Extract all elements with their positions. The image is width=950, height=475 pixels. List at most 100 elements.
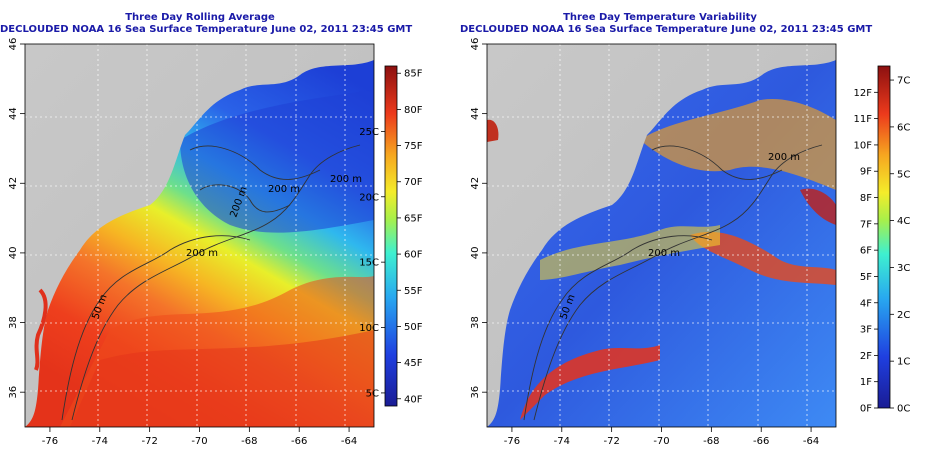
colorbar-tick-label: 65F [404,213,423,224]
hot-band [520,345,660,420]
contour-label: 200 m [768,152,800,163]
colorbar-tick-label: 9F [860,167,872,178]
x-tick-label: -64 [803,436,819,447]
x-tick-label: -70 [191,436,207,447]
panel2-axes: -76 -74 -72 -70 -68 -66 -64 36 38 40 42 44 46 [470,38,819,447]
y-tick-label: 36 [470,386,481,399]
x-tick-label: -66 [753,436,769,447]
panel1-axes: -76 -74 -72 -70 -68 -66 -64 36 38 40 42 44 46 [8,38,357,447]
colorbar-tick-label: 8F [860,193,872,204]
colorbar-tick-label: 40F [404,394,423,405]
y-tick-label: 38 [470,316,481,329]
colorbar-tick-label: 3F [860,325,872,336]
contour-200m [71,144,361,421]
contour-200m-2 [189,145,321,180]
panel2-grid [487,44,836,427]
panel1-title: Three Day Rolling Average [125,12,275,23]
variability-patch [540,225,720,280]
colorbar-tick-label: 4F [860,298,872,309]
variability-patch [640,99,836,190]
land-mass [487,44,836,427]
colorbar-tick-label: 85F [404,69,423,80]
colorbar-tick-label: 75F [404,141,423,152]
colorbar-tick-label: 55F [404,286,423,297]
y-tick-label: 44 [8,107,19,120]
colorbar-tick-label: 4C [897,216,910,227]
colorbar-tick-label: 0F [860,404,872,415]
colorbar-tick-label: 0C [897,404,910,415]
x-tick-label: -76 [42,436,58,447]
colorbar-tick-label: 45F [404,358,423,369]
colorbar-tick-label: 1F [860,377,872,388]
colorbar-tick-label: 5F [860,272,872,283]
y-tick-label: 44 [470,107,481,120]
colorbar-tick-label: 11F [854,114,873,125]
contour-label: 200 m [186,248,218,259]
y-tick-label: 38 [8,316,19,329]
panel2-colorbar [877,65,891,409]
y-tick-label: 40 [470,247,481,260]
x-tick-label: -72 [603,436,619,447]
contour-label: 200 m [330,174,362,185]
x-tick-label: -72 [141,436,157,447]
x-tick-label: -76 [504,436,520,447]
x-tick-label: -74 [92,436,108,447]
variability-streak [690,231,836,285]
contour-50m [61,235,251,421]
contour-label: 200 m [268,184,300,195]
colorbar-tick-label: 2F [860,351,872,362]
contour-200m-3 [199,184,291,213]
colorbar-tick-label: 20C [359,192,379,203]
colorbar-tick-label: 5C [366,388,379,399]
y-tick-label: 46 [8,38,19,51]
panel1-colorbar [384,65,398,407]
panel1-subtitle: DECLOUDED NOAA 16 Sea Surface Temperatur… [0,24,413,35]
y-tick-label: 36 [8,386,19,399]
colorbar-tick-label: 2C [897,310,910,321]
colorbar-tick-label: 25C [359,127,379,138]
land-mass [25,44,374,427]
panel2-subtitle: DECLOUDED NOAA 16 Sea Surface Temperatur… [460,24,873,35]
land-anomaly [487,119,499,142]
colorbar-tick-label: 10F [854,140,873,151]
contour-50m [523,235,713,421]
y-tick-label: 40 [8,247,19,260]
cold-water [180,90,374,233]
x-tick-label: -64 [341,436,357,447]
x-tick-label: -68 [703,436,719,447]
colorbar-tick-label: 50F [404,322,423,333]
x-tick-label: -70 [653,436,669,447]
y-tick-label: 46 [470,38,481,51]
panel1-grid [25,44,374,427]
colorbar-tick-label: 70F [404,177,423,188]
y-tick-label: 42 [8,177,19,190]
chesapeake-shape [34,288,48,371]
colorbar-tick-label: 6F [860,246,872,257]
colorbar-tick-label: 7F [860,219,872,230]
colorbar-tick-label: 60F [404,250,423,261]
contour-200m-2 [651,145,783,180]
contour-label: 200 m [648,248,680,259]
colorbar-tick-label: 1C [897,357,910,368]
colorbar-tick-label: 10C [359,323,379,334]
warm-core [70,330,374,427]
x-tick-label: -68 [241,436,257,447]
colorbar-tick-label: 7C [897,76,910,87]
colorbar-tick-label: 15C [359,258,379,269]
variability-patch [800,188,836,225]
panel2-colorbar-ticks: 0F 1F 2F 3F 4F 5F 6F 7F 8F 9F 10F 11F 12F 0C 1C 2C 3C 4C 5… [854,76,911,415]
colorbar-tick-label: 3C [897,263,910,274]
panel2-plot [487,44,836,427]
colorbar-tick-label: 80F [404,105,423,116]
colorbar-tick-label: 5C [897,169,910,180]
x-tick-label: -74 [554,436,570,447]
panel1-colorbar-ticks: 5C 10C 15C 20C 25C 40F 45F 50F 55F 60F 65F 70F 75F 80… [359,69,422,406]
y-tick-label: 42 [470,177,481,190]
colorbar-tick-label: 6C [897,122,910,133]
panel2-title: Three Day Temperature Variability [563,12,757,23]
x-tick-label: -66 [291,436,307,447]
colorbar-tick-label: 12F [854,88,873,99]
panel1-plot [25,44,374,427]
contour-200m [533,144,823,421]
